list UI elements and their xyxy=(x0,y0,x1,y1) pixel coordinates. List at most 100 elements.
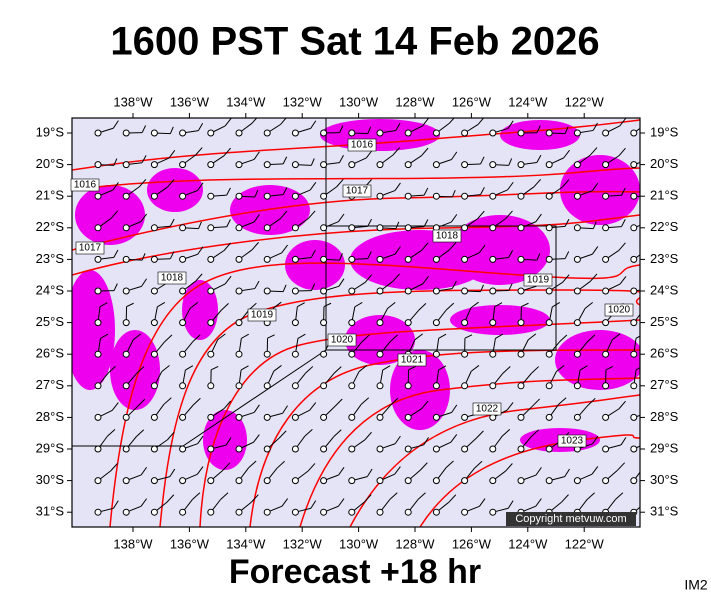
barb-feather xyxy=(364,431,372,441)
station xyxy=(545,161,553,169)
station xyxy=(461,319,469,327)
station xyxy=(461,255,469,263)
station xyxy=(545,350,553,358)
station xyxy=(122,350,130,358)
barb-feather xyxy=(161,365,170,372)
barb-feather xyxy=(254,280,260,289)
station xyxy=(320,413,328,421)
station xyxy=(545,192,553,200)
station xyxy=(517,382,525,390)
station xyxy=(179,255,187,263)
barb-feather xyxy=(536,125,541,133)
station xyxy=(94,192,102,200)
station xyxy=(122,477,130,485)
barb-feather xyxy=(140,213,148,222)
station xyxy=(376,255,384,263)
barb-feather xyxy=(561,179,570,188)
station xyxy=(235,382,243,390)
station xyxy=(291,413,299,421)
barb-feather xyxy=(470,301,479,309)
barb-feather xyxy=(273,365,282,372)
longitude-label: 138°W xyxy=(113,536,153,551)
station xyxy=(94,255,102,263)
isobar-label-box xyxy=(432,229,462,243)
barb-feather xyxy=(254,189,259,198)
station xyxy=(376,319,384,327)
station xyxy=(432,129,440,137)
station xyxy=(179,161,187,169)
barb-feather xyxy=(505,463,513,472)
barb-feather xyxy=(477,210,485,219)
isobar-label: 1017 xyxy=(79,243,102,254)
barb-feather xyxy=(417,492,426,500)
latitude-label: 29°S xyxy=(36,440,65,455)
barb-feather xyxy=(338,278,345,287)
station xyxy=(432,350,440,358)
station xyxy=(630,255,638,263)
station xyxy=(573,319,581,327)
barb-feather xyxy=(166,494,175,503)
barb-feather xyxy=(605,366,614,371)
barb-feather xyxy=(224,118,232,127)
barb-feather xyxy=(419,462,428,471)
barb-feather xyxy=(361,334,370,343)
station xyxy=(291,224,299,232)
barb-feather xyxy=(646,495,653,502)
station xyxy=(432,192,440,200)
barb-feather xyxy=(141,155,147,163)
barb-feather xyxy=(363,494,372,503)
station xyxy=(263,129,271,137)
barb-feather xyxy=(507,500,514,509)
barb-feather xyxy=(418,303,427,311)
barb-feather xyxy=(480,156,485,165)
station xyxy=(263,350,271,358)
barb-feather xyxy=(589,147,598,156)
barb-feather xyxy=(141,253,146,261)
station xyxy=(461,382,469,390)
barb-feather xyxy=(535,213,542,223)
station xyxy=(94,129,102,137)
latitude-label: 30°S xyxy=(36,472,65,487)
barb-feather xyxy=(136,366,145,374)
station xyxy=(291,255,299,263)
barb-feather xyxy=(310,158,315,166)
station xyxy=(150,287,158,295)
station xyxy=(404,255,412,263)
barb-feather xyxy=(297,333,306,339)
barb-feather xyxy=(112,120,119,129)
isobar-label-box xyxy=(523,273,553,287)
latitude-label: 21°S xyxy=(36,188,65,203)
station xyxy=(461,350,469,358)
station xyxy=(179,445,187,453)
barb-feather xyxy=(210,365,219,371)
station xyxy=(348,477,356,485)
station xyxy=(573,161,581,169)
barb-feather xyxy=(390,397,399,406)
station xyxy=(376,161,384,169)
station xyxy=(235,508,243,516)
barb-feather xyxy=(132,333,142,341)
barb-feather xyxy=(367,218,373,227)
station xyxy=(122,413,130,421)
barb-feather xyxy=(164,334,173,343)
station xyxy=(545,129,553,137)
barb-feather xyxy=(394,435,401,445)
barb-feather xyxy=(251,118,258,124)
station xyxy=(573,287,581,295)
station xyxy=(207,224,215,232)
station xyxy=(489,319,497,327)
barb-feather xyxy=(225,437,232,446)
station xyxy=(602,319,610,327)
station xyxy=(179,350,187,358)
barb-feather xyxy=(495,333,504,339)
isobar-label-box xyxy=(347,138,377,152)
latitude-label: 20°S xyxy=(650,156,679,171)
barb-feather xyxy=(276,460,285,469)
barb-feather xyxy=(392,147,400,156)
barb-feather xyxy=(223,400,232,409)
station xyxy=(461,224,469,232)
barb-feather xyxy=(530,429,539,438)
station xyxy=(602,224,610,232)
station xyxy=(94,445,102,453)
